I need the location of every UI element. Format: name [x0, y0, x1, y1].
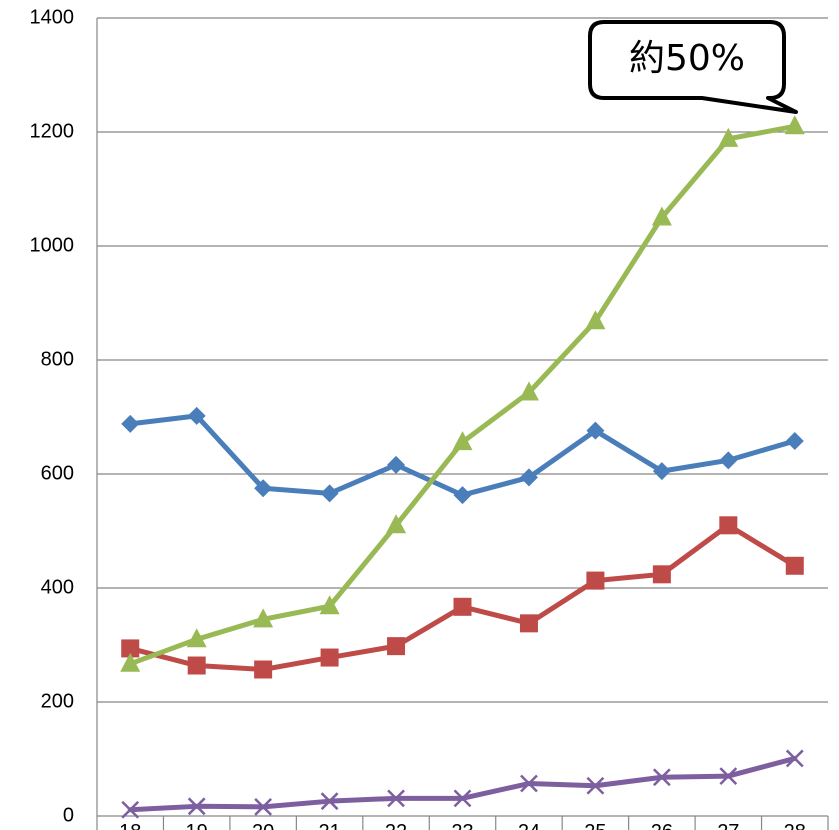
- y-tick-label: 400: [41, 576, 74, 598]
- point-diamond: [652, 462, 671, 481]
- series-line-1: [127, 413, 798, 498]
- point-x: [121, 800, 140, 819]
- point-square: [785, 556, 804, 575]
- point-diamond: [187, 406, 206, 425]
- axes: 0 200 400 600 800 1000 1200 1400 18 19 20 21 22 23 24 2…: [30, 6, 829, 830]
- x-tick-label: 23: [451, 821, 473, 830]
- x-mark-stroke: [320, 792, 339, 811]
- x-tick-label: 28: [784, 821, 806, 830]
- point-square: [121, 639, 140, 658]
- x-tick-label: 21: [318, 821, 340, 830]
- y-tick-label: 200: [41, 690, 74, 712]
- point-diamond: [453, 486, 472, 505]
- point-square: [387, 637, 406, 656]
- x-tick-label: 24: [518, 821, 540, 830]
- point-x: [254, 797, 273, 816]
- callout-bubble: [588, 20, 798, 114]
- x-mark-stroke: [520, 774, 538, 793]
- x-tick-label: 18: [119, 821, 141, 830]
- point-square: [320, 648, 339, 667]
- point-x: [719, 767, 738, 785]
- x-tick-label: 19: [186, 821, 208, 830]
- point-triangle: [518, 381, 539, 401]
- series-line-2: [127, 522, 798, 673]
- x-mark-stroke: [254, 797, 273, 816]
- point-diamond: [719, 451, 738, 470]
- y-tick-label: 800: [41, 348, 74, 370]
- point-diamond: [519, 468, 538, 487]
- point-x: [586, 776, 605, 795]
- point-triangle: [319, 595, 340, 615]
- point-square: [586, 571, 605, 590]
- series-line-4: [127, 755, 798, 813]
- point-triangle: [120, 652, 141, 672]
- point-triangle: [452, 431, 473, 451]
- point-diamond: [785, 431, 804, 450]
- point-square: [254, 660, 273, 679]
- point-x: [652, 768, 671, 787]
- point-triangle: [585, 310, 606, 330]
- point-diamond: [254, 479, 273, 498]
- y-tick-label: 1400: [30, 6, 75, 28]
- point-x: [387, 789, 405, 808]
- point-triangle: [253, 608, 274, 628]
- point-square: [453, 597, 472, 616]
- x-mark-stroke: [719, 767, 738, 785]
- point-x: [785, 749, 804, 768]
- point-diamond: [387, 455, 406, 474]
- x-mark-stroke: [652, 768, 671, 787]
- point-x: [453, 789, 472, 808]
- series-line-3: [127, 123, 798, 667]
- point-square: [652, 565, 671, 584]
- series-lines: [127, 123, 798, 813]
- point-triangle: [718, 127, 739, 147]
- gridlines: [97, 17, 828, 703]
- x-tick-label: 26: [651, 821, 673, 830]
- point-diamond: [121, 414, 140, 433]
- y-tick-label: 1000: [30, 234, 75, 256]
- y-tick-label: 0: [63, 804, 74, 826]
- annotation-callout: 約50%: [588, 20, 798, 114]
- x-mark-stroke: [187, 797, 206, 816]
- y-tick-label: 600: [41, 462, 74, 484]
- x-mark-stroke: [121, 800, 140, 819]
- callout-text: 約50%: [629, 38, 745, 79]
- x-tick-label: 20: [252, 821, 274, 830]
- x-mark-stroke: [586, 776, 605, 795]
- point-diamond: [320, 484, 339, 503]
- x-tick-label: 27: [717, 821, 739, 830]
- x-tick-label: 25: [584, 821, 606, 830]
- y-tick-label: 1200: [30, 120, 75, 142]
- x-mark-stroke: [453, 789, 472, 808]
- point-x: [187, 797, 206, 816]
- point-square: [519, 614, 538, 633]
- point-triangle: [784, 115, 805, 135]
- point-square: [719, 516, 738, 535]
- x-tick-label: 22: [385, 821, 407, 830]
- point-x: [520, 774, 538, 793]
- point-square: [187, 656, 206, 675]
- point-triangle: [386, 514, 407, 534]
- x-mark-stroke: [387, 789, 405, 808]
- point-triangle: [186, 628, 207, 648]
- point-triangle: [651, 206, 672, 226]
- x-mark-stroke: [785, 749, 804, 768]
- point-diamond: [586, 421, 605, 440]
- point-x: [320, 792, 339, 811]
- series-markers: [120, 115, 805, 819]
